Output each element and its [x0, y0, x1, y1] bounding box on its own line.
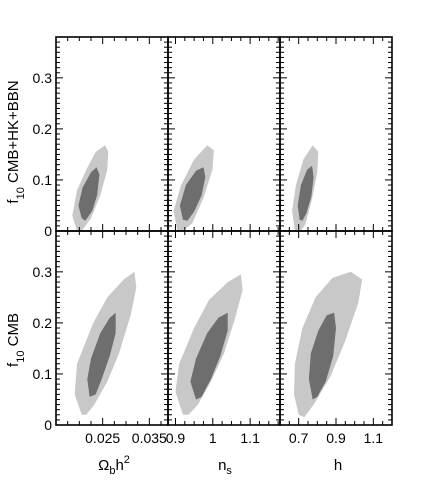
tick-marks: [55, 36, 393, 426]
col-2-xtick-label: 1.1: [364, 430, 384, 446]
row-1-ytick-label: 0.2: [33, 315, 53, 331]
col-0-xlabel: Ωbh2: [98, 454, 130, 477]
col-1-xtick-label: 0.9: [166, 430, 186, 446]
row-0-ytick-label: 0.3: [33, 70, 53, 86]
col-0-xlabel-part-1: b: [109, 465, 115, 477]
row-0-ylabel-rest: CMB+HK+BBN: [5, 80, 22, 187]
row-1-ytick-zero: 0: [44, 417, 52, 433]
panel-1-2-contours: [294, 271, 363, 418]
row-1-ylabel: f10 CMB: [5, 313, 27, 367]
col-1-xlabel: ns: [218, 457, 232, 477]
panel-1-1-inner-region: [190, 312, 228, 400]
row-0-ytick-zero: 0: [44, 223, 52, 239]
panel-0-2-contours: [292, 145, 319, 231]
col-0-xtick-label: 0.035: [132, 430, 167, 446]
panel-1-0-contours: [74, 271, 137, 415]
col-2-xlabel-part-0: h: [334, 457, 342, 474]
row-0-ylabel-main: f: [5, 199, 22, 204]
row-1-ytick-label: 0.3: [33, 264, 53, 280]
panel-0-0-contours: [72, 145, 109, 231]
col-1-xtick-label: 1: [209, 430, 217, 446]
panel-0-0-inner-region: [78, 167, 100, 221]
col-1-xtick-label: 1.1: [240, 430, 260, 446]
col-1-xlabel-part-1: s: [226, 465, 232, 477]
row-0-ylabel: f10 CMB+HK+BBN: [5, 80, 27, 203]
row-1-ytick-label: 0.1: [33, 366, 53, 382]
panel-0-1-contours: [173, 145, 214, 231]
row-0-ytick-label: 0.2: [33, 121, 53, 137]
col-2-xtick-label: 0.9: [326, 430, 346, 446]
row-1-ylabel-rest: CMB: [5, 313, 22, 351]
row-1-ylabel-sub: 10: [15, 351, 27, 363]
col-0-xlabel-part-0: Ω: [98, 457, 109, 474]
panel-0-2-inner-region: [297, 165, 314, 221]
col-2-xtick-label: 0.7: [289, 430, 309, 446]
col-0-xtick-label: 0.025: [85, 430, 120, 446]
col-0-xlabel-part-3: 2: [124, 454, 130, 466]
col-0-xlabel-part-2: h: [115, 457, 123, 474]
panel-0-0-frame: [55, 36, 169, 232]
row-0-ytick-label: 0.1: [33, 172, 53, 188]
panel-1-0-inner-region: [87, 312, 116, 397]
row-1-ylabel-main: f: [5, 362, 22, 367]
panel-0-1-inner-region: [179, 167, 206, 221]
row-0-ylabel-sub: 10: [15, 187, 27, 199]
col-2-xlabel: h: [334, 457, 342, 474]
panel-1-1-contours: [175, 274, 243, 415]
panel-1-2-inner-region: [308, 312, 336, 400]
col-1-xlabel-part-0: n: [218, 457, 226, 474]
contour-layer: [72, 145, 363, 418]
